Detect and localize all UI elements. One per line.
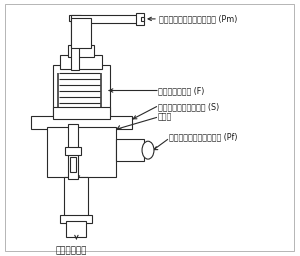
- Bar: [116, 139, 144, 161]
- Bar: [46, 127, 116, 177]
- Text: 燃料タンクへ: 燃料タンクへ: [56, 246, 87, 255]
- Bar: [71, 18, 91, 48]
- Bar: [31, 116, 132, 129]
- Bar: [68, 45, 94, 57]
- Ellipse shape: [142, 141, 154, 159]
- Bar: [64, 177, 88, 217]
- Text: ダイアフラム有効面積 (S): ダイアフラム有効面積 (S): [158, 102, 219, 111]
- Bar: [68, 124, 78, 179]
- Text: バルブ: バルブ: [158, 113, 172, 122]
- Text: スプリング荷重 (F): スプリング荷重 (F): [158, 86, 204, 95]
- Text: インテークマニホールド圧 (Pm): インテークマニホールド圧 (Pm): [159, 14, 237, 23]
- Bar: [67, 221, 86, 237]
- Bar: [70, 157, 76, 172]
- Bar: [71, 18, 80, 70]
- Bar: [136, 13, 144, 25]
- Text: デリバリーパイプ内燃圧 (Pf): デリバリーパイプ内燃圧 (Pf): [169, 133, 237, 142]
- Bar: [52, 108, 110, 119]
- Bar: [69, 15, 81, 21]
- Bar: [61, 215, 92, 223]
- Bar: [65, 147, 81, 155]
- Bar: [71, 15, 138, 23]
- Bar: [141, 17, 144, 21]
- Bar: [61, 55, 102, 69]
- Bar: [52, 65, 110, 119]
